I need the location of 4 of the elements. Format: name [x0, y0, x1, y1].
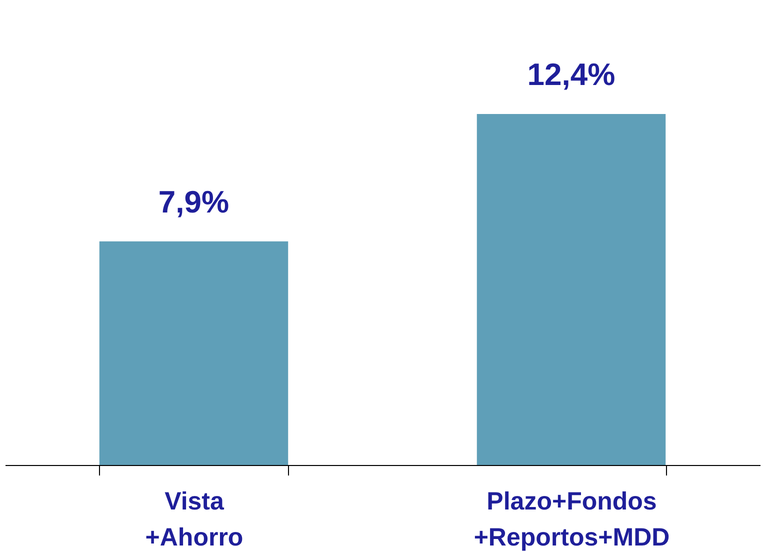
x-tick-label: Plazo+Fondos +Reportos+MDD [474, 488, 670, 552]
x-tick-label: Vista +Ahorro [145, 488, 244, 552]
data-label: 12,4% [527, 57, 616, 92]
data-label: 7,9% [158, 184, 230, 220]
